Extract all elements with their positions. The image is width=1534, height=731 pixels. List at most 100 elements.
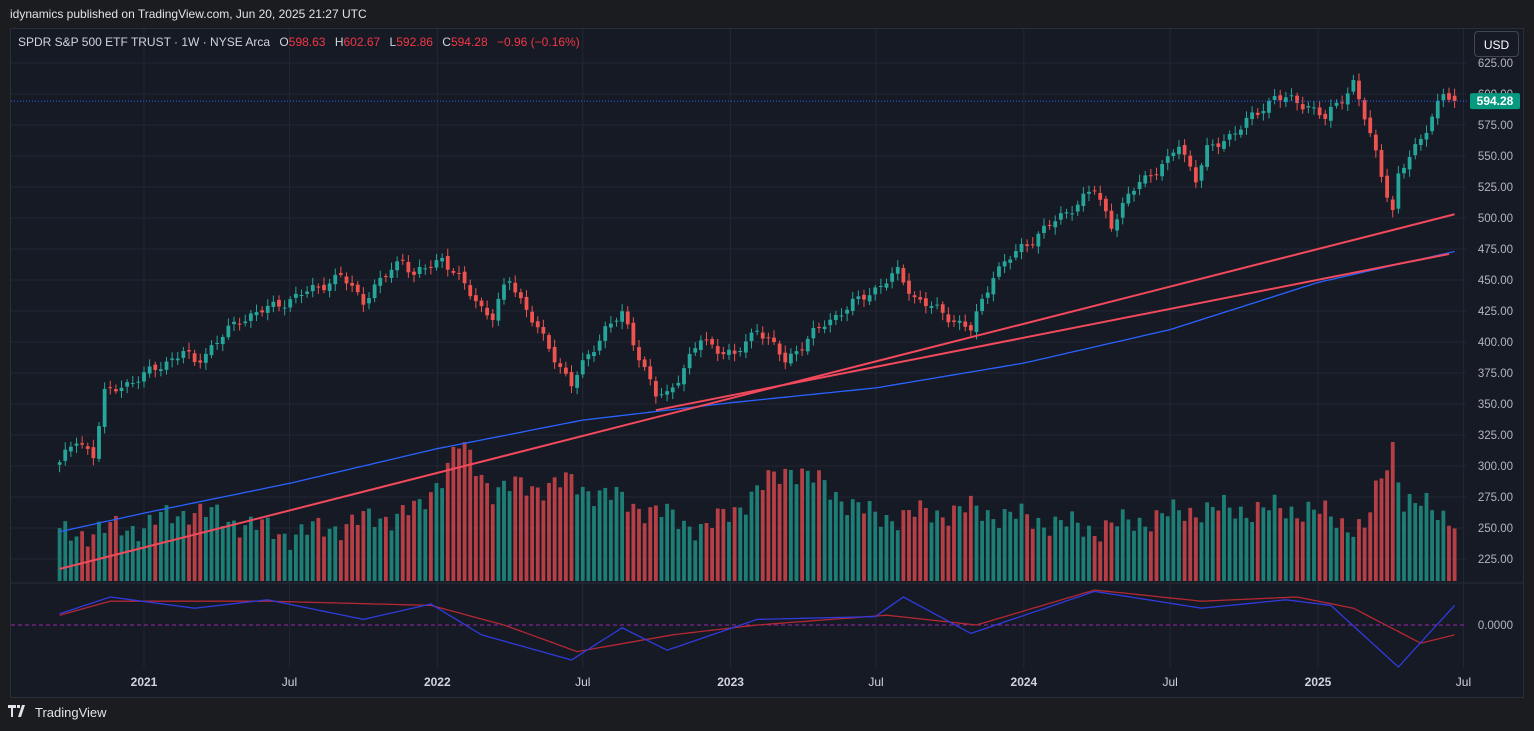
candle-body bbox=[592, 352, 596, 357]
candle-body bbox=[198, 360, 203, 363]
volume-bar bbox=[468, 449, 473, 581]
volume-bar bbox=[153, 524, 158, 581]
volume-bar bbox=[518, 477, 523, 581]
volume-bar bbox=[1143, 526, 1148, 581]
volume-bar bbox=[1238, 506, 1243, 581]
volume-bar bbox=[524, 495, 529, 581]
candle-body bbox=[704, 339, 709, 341]
candle-body bbox=[102, 388, 107, 427]
candle-body bbox=[777, 343, 782, 355]
candle-body bbox=[828, 319, 833, 326]
candle-body bbox=[535, 321, 540, 328]
volume-bar bbox=[1120, 509, 1125, 581]
volume-bar bbox=[198, 503, 203, 581]
candle-body bbox=[1323, 113, 1328, 119]
time-axis-label: Jul bbox=[1162, 675, 1177, 689]
volume-bar bbox=[1126, 519, 1131, 581]
candle-body bbox=[1070, 213, 1075, 215]
candle-body bbox=[1435, 100, 1440, 119]
price-axis-label: 400.00 bbox=[1478, 337, 1513, 349]
currency-button[interactable]: USD bbox=[1474, 31, 1519, 57]
volume-bar bbox=[1002, 509, 1007, 581]
volume-bar bbox=[929, 522, 934, 581]
volume-bar bbox=[305, 534, 310, 581]
open-label: O bbox=[279, 35, 289, 49]
candle-body bbox=[327, 283, 332, 291]
candle-body bbox=[760, 332, 765, 339]
price-axis-label: 250.00 bbox=[1478, 523, 1513, 535]
candle-body bbox=[68, 446, 73, 452]
volume-bar bbox=[1272, 494, 1277, 581]
chart-panel[interactable] bbox=[10, 28, 1524, 698]
candle-body bbox=[232, 321, 236, 325]
candle-body bbox=[502, 284, 506, 300]
candle-body bbox=[344, 276, 349, 284]
price-axis-label: 325.00 bbox=[1478, 430, 1513, 442]
volume-bar bbox=[1312, 509, 1316, 581]
volume-bar bbox=[1413, 503, 1418, 581]
candle-body bbox=[552, 346, 557, 363]
volume-bar bbox=[322, 536, 326, 581]
volume-bar bbox=[569, 474, 574, 581]
candle-body bbox=[142, 372, 146, 382]
volume-bar bbox=[580, 486, 585, 581]
candle-body bbox=[355, 284, 360, 293]
candle-body bbox=[935, 304, 940, 306]
volume-bar bbox=[1233, 518, 1238, 581]
candle-body bbox=[608, 323, 613, 328]
candle-body bbox=[631, 322, 636, 346]
low-label: L bbox=[389, 35, 397, 49]
volume-bar bbox=[1390, 442, 1395, 581]
volume-bar bbox=[1205, 502, 1210, 581]
candle-body bbox=[1193, 167, 1198, 183]
tradingview-logo-icon[interactable] bbox=[8, 705, 30, 720]
volume-bar bbox=[1441, 510, 1446, 581]
volume-bar bbox=[997, 528, 1001, 581]
candle-body bbox=[738, 350, 743, 353]
candle-body bbox=[473, 295, 478, 302]
candle-body bbox=[1278, 95, 1283, 101]
volume-bar bbox=[187, 524, 191, 581]
candle-body bbox=[299, 295, 304, 297]
volume-bar bbox=[147, 514, 152, 581]
volume-bar bbox=[1424, 492, 1429, 581]
candle-body bbox=[862, 294, 866, 300]
candle-body bbox=[1058, 213, 1063, 220]
volume-bar bbox=[361, 511, 366, 581]
candle-body bbox=[929, 306, 934, 308]
candle-body bbox=[1115, 219, 1120, 231]
candle-body bbox=[1182, 144, 1187, 155]
candle-body bbox=[766, 337, 771, 339]
candle-body bbox=[333, 274, 338, 285]
volume-bar bbox=[1396, 482, 1401, 581]
volume-bar bbox=[277, 534, 281, 581]
candle-body bbox=[907, 280, 911, 294]
volume-bar bbox=[890, 521, 895, 581]
volume-bar bbox=[732, 507, 737, 581]
candle-body bbox=[237, 323, 242, 325]
candle-body bbox=[226, 325, 231, 338]
volume-bar bbox=[1064, 526, 1069, 581]
candle-body bbox=[603, 326, 608, 341]
candle-body bbox=[265, 305, 270, 313]
volume-bar bbox=[1188, 507, 1193, 581]
volume-bar bbox=[344, 524, 349, 581]
candle-body bbox=[850, 298, 855, 311]
candle-body bbox=[912, 295, 917, 298]
candle-body bbox=[1233, 133, 1238, 135]
candle-body bbox=[1205, 145, 1210, 167]
candle-body bbox=[1289, 95, 1294, 97]
volume-bar bbox=[783, 468, 788, 581]
volume-bar bbox=[389, 530, 394, 581]
time-axis-label: 2025 bbox=[1305, 675, 1332, 689]
candle-body bbox=[434, 260, 439, 268]
volume-bar bbox=[907, 510, 911, 581]
candle-body bbox=[822, 326, 827, 330]
volume-bar bbox=[850, 499, 855, 581]
volume-bar bbox=[1103, 520, 1108, 581]
candle-body bbox=[406, 262, 411, 273]
volume-bar bbox=[710, 528, 715, 581]
candle-body bbox=[727, 349, 731, 355]
candle-body bbox=[1013, 251, 1018, 258]
